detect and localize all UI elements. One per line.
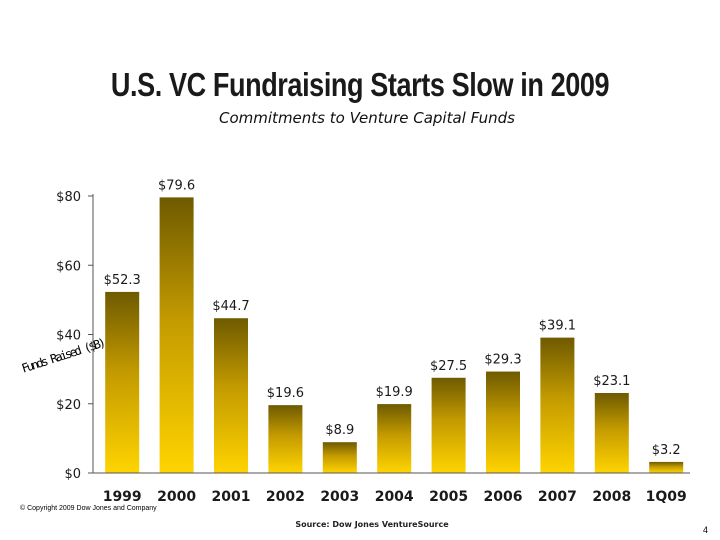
data-label-2007: $39.1 xyxy=(539,319,576,334)
y-axis: $0 $20 $40 $60 $80 xyxy=(56,190,94,482)
x-tick-label-2002: 2002 xyxy=(266,489,305,505)
x-tick-label-2000: 2000 xyxy=(157,489,196,505)
y-tick-label: $20 xyxy=(56,398,81,413)
bar-2000 xyxy=(159,197,194,473)
bar-series: $52.3 $79.6 $44.7 $19.6 $8.9 $19.9 $27.5 $29.3 $… xyxy=(104,178,684,473)
bar-2006 xyxy=(486,371,520,473)
data-label-2002: $19.6 xyxy=(267,386,304,401)
x-tick-label-2005: 2005 xyxy=(429,489,468,505)
data-label-2003: $8.9 xyxy=(325,423,354,438)
chart-title: U.S. VC Fundraising Starts Slow in 2009 xyxy=(110,66,610,103)
bar-2002 xyxy=(268,405,303,473)
data-label-2000: $79.6 xyxy=(158,178,195,193)
x-tick-label-1Q09: 1Q09 xyxy=(646,489,687,505)
x-axis: 1999 2000 2001 2002 2003 2004 2005 2006 2007 2008… xyxy=(93,472,690,505)
bar-1999 xyxy=(105,291,140,473)
bar-1Q09 xyxy=(649,461,684,473)
data-label-2008: $23.1 xyxy=(593,374,630,389)
data-label-2005: $27.5 xyxy=(430,359,467,374)
bar-2007 xyxy=(540,337,575,473)
x-tick-label-2003: 2003 xyxy=(320,489,359,505)
bar-2001 xyxy=(214,318,248,473)
bar-2003 xyxy=(322,442,357,473)
data-label-2006: $29.3 xyxy=(484,353,521,368)
x-tick-label-2001: 2001 xyxy=(212,489,251,505)
y-tick-label: $40 xyxy=(56,329,81,344)
y-tick-label: $0 xyxy=(64,467,81,482)
data-label-1Q09: $3.2 xyxy=(652,443,681,458)
x-tick-label-1999: 1999 xyxy=(103,489,142,505)
data-label-1999: $52.3 xyxy=(104,273,141,288)
x-tick-label-2008: 2008 xyxy=(592,489,631,505)
bar-2005 xyxy=(431,377,466,473)
bar-2008 xyxy=(594,393,629,473)
bar-2004 xyxy=(377,404,412,473)
y-tick-label: $60 xyxy=(56,259,81,274)
x-tick-label-2006: 2006 xyxy=(484,489,523,505)
y-tick-label: $80 xyxy=(56,190,81,205)
source-note: Source: Dow Jones VentureSource xyxy=(295,520,449,529)
page-number: 4 xyxy=(702,525,708,535)
copyright-notice: © Copyright 2009 Dow Jones and Company xyxy=(20,505,157,512)
x-tick-label-2007: 2007 xyxy=(538,489,577,505)
x-tick-label-2004: 2004 xyxy=(375,489,414,505)
data-label-2004: $19.9 xyxy=(376,385,413,400)
chart-subtitle: Commitments to Venture Capital Funds xyxy=(219,109,515,127)
data-label-2001: $44.7 xyxy=(212,299,249,314)
